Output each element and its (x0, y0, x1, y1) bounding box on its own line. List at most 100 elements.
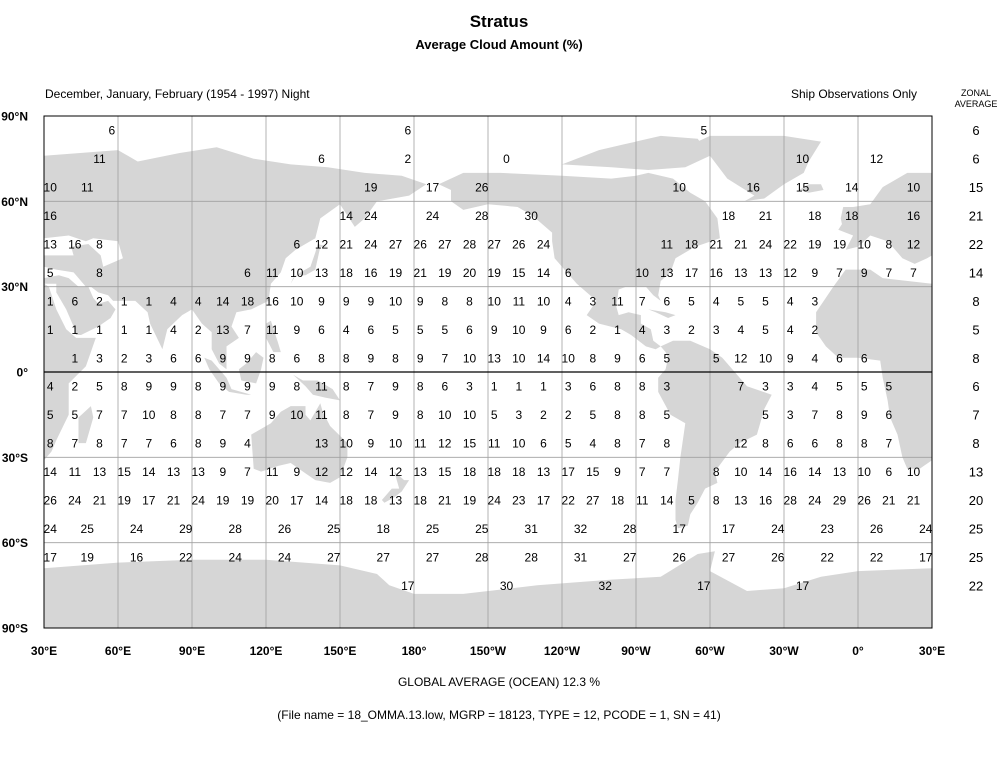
cloud-value: 2 (589, 323, 596, 337)
cloud-value: 7 (885, 437, 892, 451)
cloud-value: 16 (44, 209, 58, 223)
cloud-value: 17 (426, 181, 440, 195)
cloud-value: 3 (589, 294, 596, 308)
cloud-value: 21 (340, 238, 354, 252)
cloud-value: 6 (71, 294, 78, 308)
zonal-average-value: 15 (969, 180, 983, 195)
cloud-value: 0 (503, 152, 510, 166)
cloud-value: 17 (290, 494, 304, 508)
cloud-value: 9 (540, 323, 547, 337)
land-madagascar (78, 406, 94, 444)
cloud-value: 27 (327, 550, 341, 564)
cloud-value: 8 (466, 294, 473, 308)
cloud-value: 10 (488, 294, 502, 308)
cloud-value: 1 (491, 380, 498, 394)
cloud-value: 19 (833, 238, 847, 252)
cloud-value: 8 (614, 437, 621, 451)
cloud-value: 3 (762, 380, 769, 394)
cloud-value: 9 (343, 294, 350, 308)
cloud-value: 18 (340, 494, 354, 508)
cloud-value: 9 (318, 294, 325, 308)
cloud-value: 7 (737, 380, 744, 394)
zonal-average-value: 6 (972, 379, 979, 394)
cloud-value: 13 (660, 266, 674, 280)
longitude-label: 150°W (470, 644, 507, 658)
cloud-value: 5 (737, 294, 744, 308)
longitude-label: 120°W (544, 644, 581, 658)
longitude-label: 150°E (324, 644, 357, 658)
cloud-value: 24 (426, 209, 440, 223)
cloud-value: 17 (673, 522, 687, 536)
cloud-value: 16 (784, 465, 798, 479)
cloud-value: 4 (47, 380, 54, 394)
cloud-value: 8 (96, 266, 103, 280)
cloud-value: 14 (44, 465, 58, 479)
cloud-value: 30 (525, 209, 539, 223)
cloud-value: 9 (417, 351, 424, 365)
cloud-value: 10 (44, 181, 58, 195)
cloud-value: 9 (244, 351, 251, 365)
cloud-value: 19 (463, 494, 477, 508)
cloud-value: 14 (364, 465, 378, 479)
cloud-value: 6 (565, 323, 572, 337)
cloud-value: 12 (734, 437, 748, 451)
cloud-value: 3 (713, 323, 720, 337)
latitude-label: 90°N (1, 110, 28, 124)
latitude-label: 30°S (2, 451, 28, 465)
cloud-value: 28 (623, 522, 637, 536)
cloud-value: 17 (697, 579, 711, 593)
cloud-value: 21 (438, 494, 452, 508)
cloud-value: 8 (417, 380, 424, 394)
cloud-value: 9 (861, 266, 868, 280)
cloud-value: 8 (121, 380, 128, 394)
cloud-value: 27 (389, 238, 403, 252)
cloud-value: 6 (639, 351, 646, 365)
cloud-value: 14 (845, 181, 859, 195)
cloud-value: 19 (216, 494, 230, 508)
cloud-value: 8 (441, 294, 448, 308)
cloud-value: 9 (293, 323, 300, 337)
cloud-value: 11 (611, 294, 624, 308)
zonal-header-line2: AVERAGE (954, 99, 998, 109)
cloud-value: 8 (269, 351, 276, 365)
cloud-value: 8 (836, 408, 843, 422)
latitude-label: 60°S (2, 536, 28, 550)
cloud-value: 10 (734, 465, 748, 479)
cloud-value: 16 (68, 238, 82, 252)
cloud-value: 5 (417, 323, 424, 337)
land-arabia-east-africa (44, 275, 116, 335)
cloud-value: 22 (784, 238, 798, 252)
cloud-value: 31 (574, 550, 588, 564)
cloud-value: 26 (278, 522, 292, 536)
cloud-value: 6 (466, 323, 473, 337)
cloud-value: 18 (685, 238, 699, 252)
cloud-value: 1 (145, 323, 152, 337)
cloud-value: 11 (69, 465, 82, 479)
cloud-value: 19 (808, 238, 822, 252)
cloud-value: 9 (219, 437, 226, 451)
cloud-value: 19 (364, 181, 378, 195)
cloud-value: 6 (293, 351, 300, 365)
cloud-value: 4 (170, 323, 177, 337)
cloud-value: 10 (389, 437, 403, 451)
cloud-value: 9 (392, 380, 399, 394)
cloud-value: 13 (759, 266, 773, 280)
cloud-value: 4 (811, 351, 818, 365)
cloud-value: 28 (229, 522, 243, 536)
land-new-guinea (293, 374, 340, 401)
cloud-value: 3 (787, 408, 794, 422)
cloud-value: 4 (589, 437, 596, 451)
cloud-value: 5 (885, 380, 892, 394)
longitude-label: 90°W (621, 644, 651, 658)
cloud-value: 6 (787, 437, 794, 451)
latitude-label: 90°S (2, 622, 28, 636)
cloud-value: 9 (244, 380, 251, 394)
cloud-value: 7 (836, 266, 843, 280)
cloud-value: 26 (475, 181, 489, 195)
cloud-value: 19 (389, 266, 403, 280)
cloud-value: 9 (811, 266, 818, 280)
cloud-value: 5 (663, 408, 670, 422)
cloud-value: 16 (130, 550, 144, 564)
cloud-value: 25 (426, 522, 440, 536)
cloud-value: 22 (562, 494, 576, 508)
